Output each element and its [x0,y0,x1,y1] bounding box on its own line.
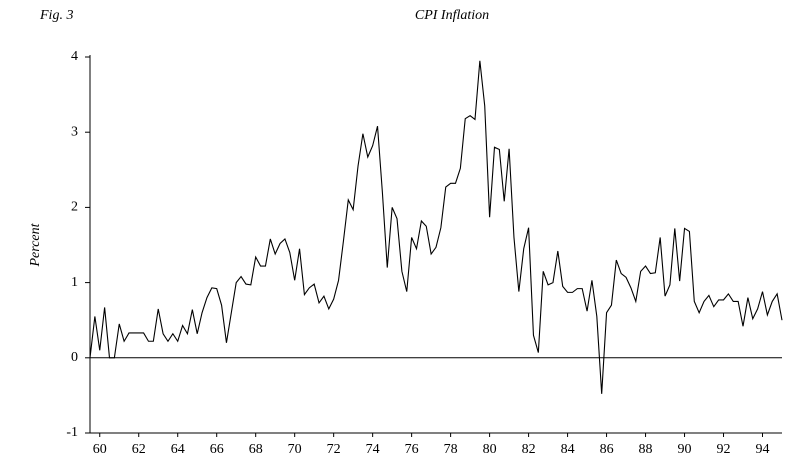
y-tick-label: 0 [71,350,78,365]
x-tick-label: 90 [678,442,692,457]
y-tick-label: -1 [66,425,78,440]
figure-label: Fig. 3 [39,8,73,23]
x-tick-label: 78 [444,442,458,457]
x-tick-label: 70 [288,442,302,457]
x-tick-label: 88 [639,442,653,457]
y-tick-label: 3 [71,124,78,139]
x-tick-label: 76 [405,442,419,457]
x-tick-label: 68 [249,442,263,457]
x-tick-label: 80 [483,442,497,457]
data-line [89,60,783,394]
y-tick-label: 2 [71,200,78,215]
x-tick-label: 82 [522,442,536,457]
y-tick-label: 4 [71,49,78,64]
x-tick-label: 66 [210,442,224,457]
y-axis-label: Percent [28,222,43,267]
chart-title: CPI Inflation [415,8,489,23]
x-tick-label: 64 [171,442,185,457]
x-tick-label: 94 [756,442,770,457]
x-tick-label: 86 [600,442,614,457]
y-tick-label: 1 [71,275,78,290]
x-tick-label: 92 [717,442,731,457]
x-tick-label: 60 [93,442,107,457]
x-tick-label: 62 [132,442,146,457]
x-tick-label: 74 [366,442,380,457]
x-tick-label: 84 [561,442,575,457]
x-tick-label: 72 [327,442,341,457]
